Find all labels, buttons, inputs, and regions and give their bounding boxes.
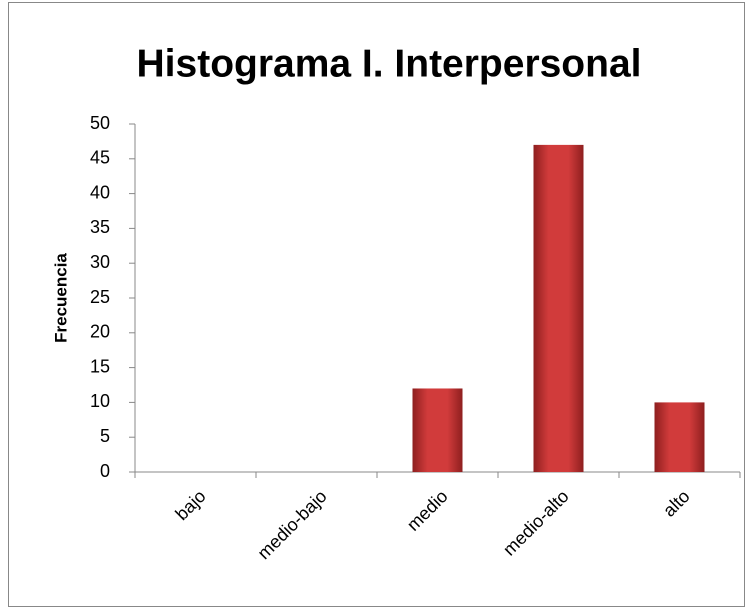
y-tick-label: 30 <box>90 252 110 272</box>
y-tick-label: 50 <box>90 113 110 133</box>
y-tick-label: 45 <box>90 148 110 168</box>
y-tick-label: 35 <box>90 217 110 237</box>
y-tick-label: 0 <box>100 461 110 481</box>
y-axis-label: Frecuencia <box>51 253 70 343</box>
y-tick-label: 20 <box>90 322 110 342</box>
y-tick-label: 10 <box>90 391 110 411</box>
bar <box>654 402 705 472</box>
y-tick-label: 15 <box>90 356 110 376</box>
chart-title: Histograma I. Interpersonal <box>137 42 642 85</box>
y-tick-label: 25 <box>90 287 110 307</box>
bar <box>533 144 584 472</box>
chart-border <box>8 2 745 607</box>
bar <box>412 388 463 472</box>
y-tick-label: 40 <box>90 182 110 202</box>
y-tick-label: 5 <box>100 426 110 446</box>
